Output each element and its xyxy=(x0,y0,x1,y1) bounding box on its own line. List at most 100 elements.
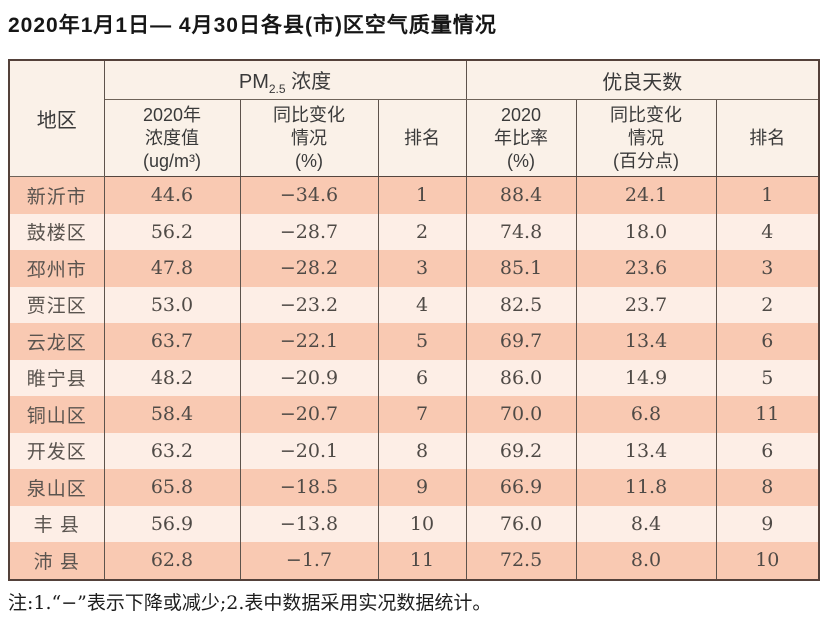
pm-rank-header: 排名 xyxy=(377,99,467,177)
pm-value-cell: 47.8 xyxy=(103,250,241,287)
good-rate-cell: 86.0 xyxy=(465,359,577,396)
pm-change-cell: −18.5 xyxy=(239,469,379,506)
good-change-cell: 13.4 xyxy=(575,432,717,469)
good-rank-cell: 9 xyxy=(715,505,820,542)
pm-rank-cell: 8 xyxy=(377,432,467,469)
pm-rank-cell: 6 xyxy=(377,359,467,396)
pm-change-cell: −13.8 xyxy=(239,505,379,542)
pm-rank-cell: 3 xyxy=(377,250,467,287)
good-change-cell: 24.1 xyxy=(575,176,717,214)
table-row: 鼓楼区 56.2 −28.7 2 74.8 18.0 4 xyxy=(8,213,820,250)
good-rate-cell: 70.0 xyxy=(465,396,577,433)
good-rate-cell: 76.0 xyxy=(465,505,577,542)
region-cell: 鼓楼区 xyxy=(8,213,105,250)
good-rate-header: 2020 年比率 (%) xyxy=(465,99,577,177)
pm-rank-cell: 5 xyxy=(377,323,467,360)
good-rank-cell: 1 xyxy=(715,176,820,214)
pm-change-cell: −23.2 xyxy=(239,286,379,323)
pm-rank-cell: 7 xyxy=(377,396,467,433)
good-days-group-header: 优良天数 xyxy=(465,60,820,100)
pm-value-cell: 58.4 xyxy=(103,396,241,433)
table-row: 睢宁县 48.2 −20.9 6 86.0 14.9 5 xyxy=(8,359,820,396)
pm-change-cell: −28.2 xyxy=(239,250,379,287)
pm-subscript: 2.5 xyxy=(268,81,286,96)
good-change-cell: 18.0 xyxy=(575,213,717,250)
air-quality-table: 地区 PM2.5 浓度 优良天数 2020年 浓度值 (ug/m³) 同比变化 … xyxy=(8,59,821,581)
page-title: 2020年1月1日— 4月30日各县(市)区空气质量情况 xyxy=(8,14,497,37)
pm-rank-cell: 4 xyxy=(377,286,467,323)
good-rank-cell: 6 xyxy=(715,323,820,360)
pm-rank-cell: 11 xyxy=(377,542,467,580)
table-footnote: 注:1.“−”表示下降或减少;2.表中数据采用实况数据统计。 xyxy=(8,592,492,614)
table-row: 邳州市 47.8 −28.2 3 85.1 23.6 3 xyxy=(8,250,820,287)
region-cell: 邳州市 xyxy=(8,250,105,287)
pm-value-header: 2020年 浓度值 (ug/m³) xyxy=(103,99,241,177)
good-change-cell: 8.0 xyxy=(575,542,717,580)
good-rate-cell: 72.5 xyxy=(465,542,577,580)
good-change-cell: 23.7 xyxy=(575,286,717,323)
region-cell: 云龙区 xyxy=(8,323,105,360)
good-change-cell: 11.8 xyxy=(575,469,717,506)
region-cell: 新沂市 xyxy=(8,176,105,214)
good-change-cell: 23.6 xyxy=(575,250,717,287)
group-header-row: 地区 PM2.5 浓度 优良天数 xyxy=(8,60,820,177)
pm-rank-cell: 10 xyxy=(377,505,467,542)
table-row: 泉山区 65.8 −18.5 9 66.9 11.8 8 xyxy=(8,469,820,506)
pm-value-cell: 63.7 xyxy=(103,323,241,360)
region-cell: 开发区 xyxy=(8,432,105,469)
pm-label: PM xyxy=(238,70,269,93)
pm-value-cell: 56.9 xyxy=(103,505,241,542)
region-cell: 泉山区 xyxy=(8,469,105,506)
pm-change-cell: −1.7 xyxy=(239,542,379,580)
pm-value-cell: 53.0 xyxy=(103,286,241,323)
good-change-cell: 6.8 xyxy=(575,396,717,433)
table-row: 开发区 63.2 −20.1 8 69.2 13.4 6 xyxy=(8,432,820,469)
good-rate-cell: 88.4 xyxy=(465,176,577,214)
good-rate-cell: 69.2 xyxy=(465,432,577,469)
pm-change-header: 同比变化 情况 (%) xyxy=(239,99,379,177)
pm-rank-cell: 2 xyxy=(377,213,467,250)
pm-value-cell: 56.2 xyxy=(103,213,241,250)
pm-change-cell: −22.1 xyxy=(239,323,379,360)
good-rank-cell: 2 xyxy=(715,286,820,323)
good-rate-cell: 85.1 xyxy=(465,250,577,287)
region-cell: 睢宁县 xyxy=(8,359,105,396)
table-row: 沛 县 62.8 −1.7 11 72.5 8.0 10 xyxy=(8,542,820,580)
table-row: 铜山区 58.4 −20.7 7 70.0 6.8 11 xyxy=(8,396,820,433)
good-rank-cell: 5 xyxy=(715,359,820,396)
table-row: 云龙区 63.7 −22.1 5 69.7 13.4 6 xyxy=(8,323,820,360)
table-row: 新沂市 44.6 −34.6 1 88.4 24.1 1 xyxy=(8,176,820,214)
pm-change-cell: −20.9 xyxy=(239,359,379,396)
good-rate-cell: 66.9 xyxy=(465,469,577,506)
pm-value-cell: 62.8 xyxy=(103,542,241,580)
good-rank-cell: 8 xyxy=(715,469,820,506)
good-change-cell: 13.4 xyxy=(575,323,717,360)
table-row: 贾汪区 53.0 −23.2 4 82.5 23.7 2 xyxy=(8,286,820,323)
region-cell: 铜山区 xyxy=(8,396,105,433)
sub-header-row: 2020年 浓度值 (ug/m³) 同比变化 情况 (%) 排名 2020 年比… xyxy=(9,99,820,177)
good-rank-cell: 10 xyxy=(715,542,820,580)
table-row: 丰 县 56.9 −13.8 10 76.0 8.4 9 xyxy=(8,505,820,542)
good-rate-cell: 69.7 xyxy=(465,323,577,360)
pm-value-cell: 65.8 xyxy=(103,469,241,506)
good-rate-cell: 82.5 xyxy=(465,286,577,323)
good-change-cell: 14.9 xyxy=(575,359,717,396)
good-rank-cell: 4 xyxy=(715,213,820,250)
pm-label-suffix: 浓度 xyxy=(285,70,332,93)
pm-value-cell: 44.6 xyxy=(103,176,241,214)
pm-change-cell: −34.6 xyxy=(239,176,379,214)
good-rank-header: 排名 xyxy=(715,99,820,177)
pm-value-cell: 48.2 xyxy=(103,359,241,396)
pm-rank-cell: 9 xyxy=(377,469,467,506)
good-change-header: 同比变化 情况 (百分点) xyxy=(575,99,717,177)
good-rank-cell: 3 xyxy=(715,250,820,287)
region-cell: 贾汪区 xyxy=(8,286,105,323)
region-column-header: 地区 xyxy=(8,60,105,177)
good-rate-cell: 74.8 xyxy=(465,213,577,250)
good-rank-cell: 6 xyxy=(715,432,820,469)
pm-change-cell: −20.1 xyxy=(239,432,379,469)
region-cell: 丰 县 xyxy=(8,505,105,542)
pm-value-cell: 63.2 xyxy=(103,432,241,469)
good-rank-cell: 11 xyxy=(715,396,820,433)
region-cell: 沛 县 xyxy=(8,542,105,580)
